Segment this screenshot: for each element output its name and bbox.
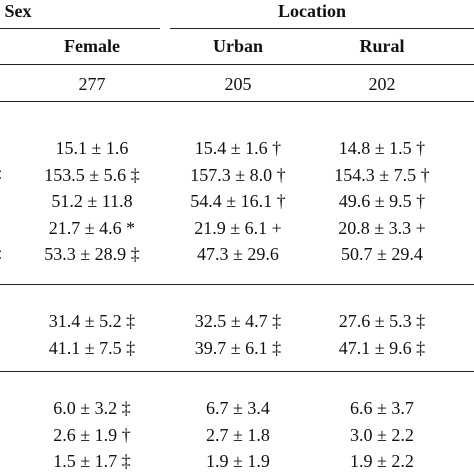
cell: 2.6 ± 1.9 † [53,424,131,445]
rule [0,64,474,65]
cell: 157.3 ± 8.0 † [190,164,286,185]
cell: 32.5 ± 4.7 ‡ [194,311,282,331]
count: 205 [224,74,252,94]
cell: 15.4 ± 1.6 † [194,138,282,158]
cell: 1.5 ± 1.7 ‡ [53,451,131,471]
cell: 49.6 ± 9.5 † [338,191,426,211]
rule [170,28,474,29]
cell: 153.5 ± 5.6 ‡ [44,164,140,185]
cell: 14.8 ± 1.5 † [338,138,426,158]
cell: 39.7 ± 6.1 ‡ [194,337,282,358]
rule [0,371,474,372]
cell: 47.1 ± 9.6 ‡ [338,337,426,358]
cell: 154.3 ± 7.5 † [334,164,430,185]
rule [0,284,474,285]
edge-mark: ‡ [0,245,2,263]
group-header: Location [277,1,347,21]
cell: 50.7 ± 29.4 [341,244,423,264]
cell: 6.6 ± 3.7 [350,398,414,418]
cell: 41.1 ± 7.5 ‡ [48,337,136,358]
cell: 51.2 ± 11.8 [51,191,133,211]
cell: 21.9 ± 6.1 + [194,217,282,238]
cell: 6.7 ± 3.4 [206,398,270,418]
cell: 2.7 ± 1.8 [206,424,270,445]
cell: 53.3 ± 28.9 ‡ [44,244,140,264]
cell: 31.4 ± 5.2 ‡ [48,311,136,331]
count: 277 [78,74,106,94]
cell: 54.4 ± 16.1 † [190,191,286,211]
cell: 27.6 ± 5.3 ‡ [338,311,426,331]
rule [0,101,474,102]
cell: 1.9 ± 2.2 [350,451,414,471]
group-header: Sex [4,1,32,21]
rule [0,28,160,29]
column-header: Urban [212,36,264,56]
cell: 47.3 ± 29.6 [197,244,279,264]
cell: 15.1 ± 1.6 [55,138,129,158]
edge-mark: ‡ [0,165,2,183]
cell: 20.8 ± 3.3 + [338,217,426,238]
column-header: Rural [359,36,405,56]
cell: 6.0 ± 3.2 ‡ [53,398,131,418]
column-header: Female [64,36,120,56]
cell: 1.9 ± 1.9 [206,451,270,471]
cell: 3.0 ± 2.2 [350,424,414,445]
cell: 21.7 ± 4.6 * [48,217,136,238]
count: 202 [368,74,396,94]
